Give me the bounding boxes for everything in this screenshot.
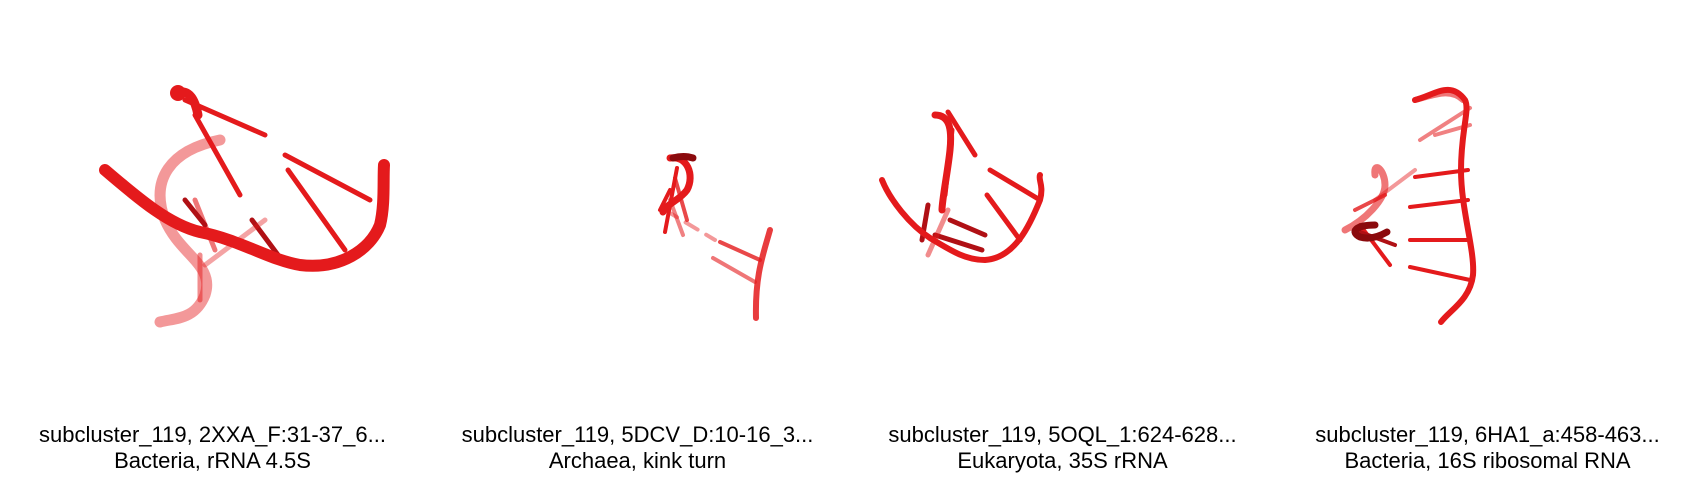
structure-panel-3: subcluster_119, 5OQL_1:624-628... Eukary… <box>850 0 1275 480</box>
panel-subtitle: Eukaryota, 35S rRNA <box>957 448 1168 473</box>
rna-structure-icon <box>1341 87 1477 325</box>
rna-structure-icon <box>658 153 773 321</box>
panel-title: subcluster_119, 6HA1_a:458-463... <box>1315 422 1660 447</box>
panel-title: subcluster_119, 5DCV_D:10-16_3... <box>461 422 814 447</box>
panel-subtitle: Bacteria, 16S ribosomal RNA <box>1344 448 1631 473</box>
panel-subtitle: Bacteria, rRNA 4.5S <box>114 448 311 473</box>
structure-panel-1: subcluster_119, 2XXA_F:31-37_6... Bacter… <box>0 0 425 480</box>
rna-structure-icon <box>879 109 1045 263</box>
structure-panel-2: subcluster_119, 5DCV_D:10-16_3... Archae… <box>425 0 850 480</box>
rna-structure-icon <box>99 85 390 328</box>
structure-panel-4: subcluster_119, 6HA1_a:458-463... Bacter… <box>1275 0 1700 480</box>
panel-title: subcluster_119, 5OQL_1:624-628... <box>888 422 1237 447</box>
panel-subtitle: Archaea, kink turn <box>548 448 727 473</box>
panel-title: subcluster_119, 2XXA_F:31-37_6... <box>39 422 386 447</box>
